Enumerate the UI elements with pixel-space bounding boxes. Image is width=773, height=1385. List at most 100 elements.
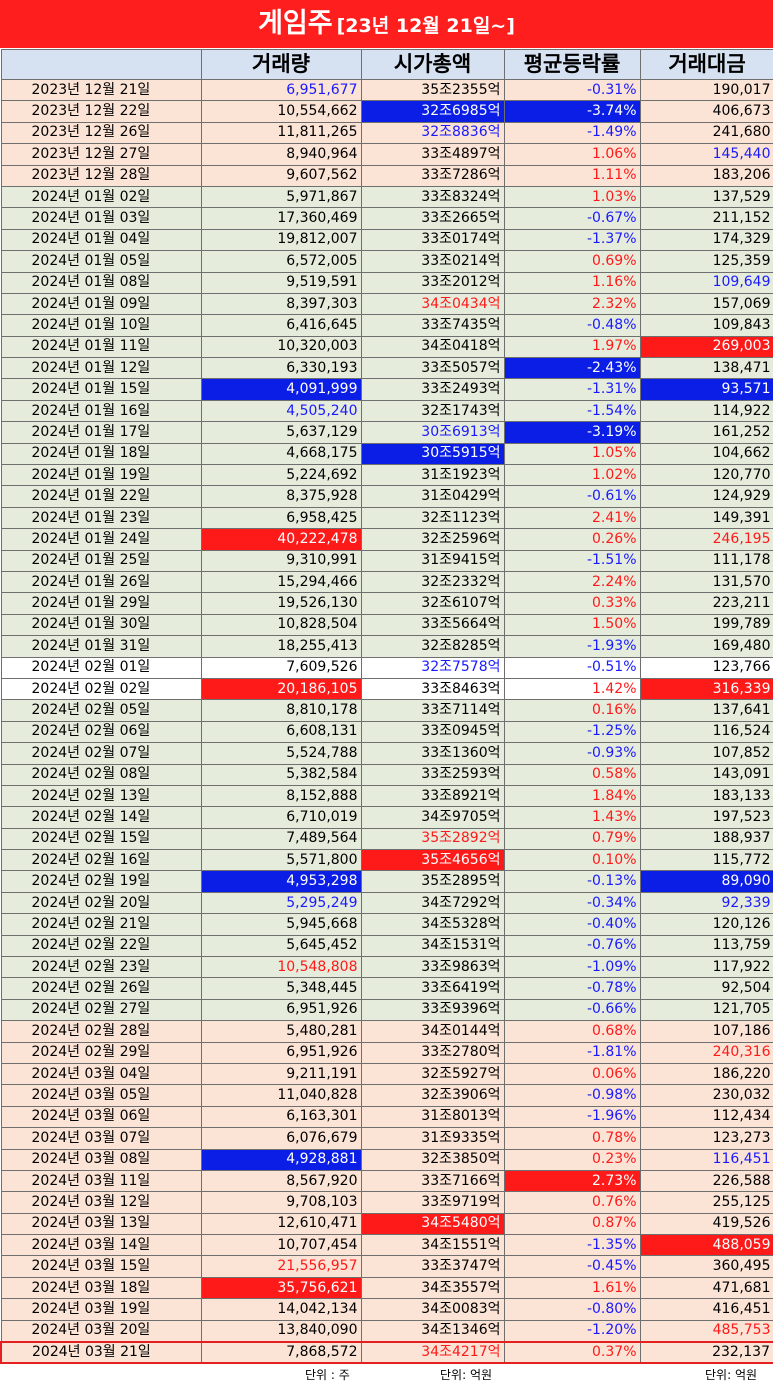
row-date: 2024년 03월 15일 [0,1255,202,1278]
row-trade-amount: 121,705 [639,998,773,1022]
row-volume: 40,222,478 [200,528,362,551]
row-date: 2024년 01월 09일 [0,292,202,316]
row-volume: 5,348,445 [200,977,362,1000]
row-trade-amount: 169,480 [639,635,773,658]
row-avg-change: -0.76% [503,934,641,958]
table-row: 2024년 02월 26일 5,348,445 33조6419억 -0.78% 92,5… [0,977,773,1000]
row-date: 2024년 02월 14일 [0,806,202,829]
table-row: 2024년 02월 22일 5,645,452 34조1531억 -0.76% 113,… [0,934,773,958]
header-row: 거래량 시가총액 평균등락률 거래대금 [0,49,773,80]
row-date: 2024년 01월 10일 [0,314,202,337]
row-trade-amount: 241,680 [639,121,773,145]
row-volume: 5,295,249 [200,891,362,915]
row-volume: 4,668,175 [200,442,362,466]
row-date: 2024년 03월 12일 [0,1191,202,1214]
row-trade-amount: 143,091 [639,763,773,786]
row-date: 2024년 01월 02일 [0,185,202,209]
table-row: 2024년 03월 12일 9,708,103 33조9719억 0.76% 255,1… [0,1191,773,1214]
row-date: 2024년 01월 29일 [0,592,202,615]
row-date: 2024년 02월 21일 [0,913,202,936]
row-avg-change: 2.73% [503,1169,641,1193]
row-trade-amount: 360,495 [639,1255,773,1278]
row-market-cap: 31조9335억 [360,1127,505,1150]
row-market-cap: 33조9396억 [360,998,505,1022]
row-trade-amount: 316,339 [639,677,773,701]
row-market-cap: 32조6107억 [360,592,505,615]
row-date: 2023년 12월 22일 [0,100,202,123]
table-row: 2024년 01월 22일 8,375,928 31조0429억 -0.61% 124,… [0,485,773,508]
row-volume: 21,556,957 [200,1255,362,1278]
row-trade-amount: 123,273 [639,1127,773,1150]
row-trade-amount: 137,641 [639,699,773,722]
row-date: 2024년 01월 26일 [0,570,202,594]
row-volume: 13,840,090 [200,1319,362,1343]
row-date: 2023년 12월 27일 [0,143,202,166]
row-volume: 9,607,562 [200,164,362,187]
row-avg-change: -0.61% [503,485,641,508]
row-market-cap: 34조4217억 [360,1340,505,1364]
row-volume: 11,040,828 [200,1084,362,1107]
row-volume: 5,224,692 [200,464,362,487]
row-date: 2024년 03월 19일 [0,1298,202,1321]
row-avg-change: 0.69% [503,250,641,273]
row-volume: 5,382,584 [200,763,362,786]
row-market-cap: 31조9415억 [360,549,505,572]
row-volume: 18,255,413 [200,635,362,658]
row-date: 2024년 01월 05일 [0,250,202,273]
table-row: 2024년 03월 19일 14,042,134 34조0083억 -0.80% 416… [0,1298,773,1321]
row-trade-amount: 109,649 [639,271,773,294]
row-avg-change: -1.35% [503,1234,641,1257]
table-row: 2024년 01월 19일 5,224,692 31조1923억 1.02% 120,7… [0,464,773,487]
row-trade-amount: 190,017 [639,78,773,102]
row-avg-change: -0.34% [503,891,641,915]
row-avg-change: 2.41% [503,506,641,530]
row-trade-amount: 223,211 [639,592,773,615]
row-avg-change: 0.58% [503,763,641,786]
row-volume: 10,828,504 [200,613,362,637]
row-volume: 5,637,129 [200,421,362,444]
row-market-cap: 30조5915억 [360,442,505,466]
row-trade-amount: 92,339 [639,891,773,915]
row-market-cap: 33조5664억 [360,613,505,637]
row-trade-amount: 199,789 [639,613,773,637]
table-row: 2024년 03월 15일 21,556,957 33조3747억 -0.45% 360… [0,1255,773,1278]
row-avg-change: -1.25% [503,720,641,744]
row-trade-amount: 419,526 [639,1212,773,1236]
row-market-cap: 33조8324억 [360,185,505,209]
table-row: 2024년 01월 11일 10,320,003 34조0418억 1.97% 269,… [0,335,773,359]
row-volume: 14,042,134 [200,1298,362,1321]
row-volume: 19,812,007 [200,228,362,252]
row-market-cap: 33조0945억 [360,720,505,744]
row-avg-change: -0.67% [503,207,641,230]
table-row: 2024년 02월 07일 5,524,788 33조1360억 -0.93% 107,… [0,742,773,765]
row-volume: 6,951,926 [200,1041,362,1064]
row-date: 2024년 01월 08일 [0,271,202,294]
row-date: 2024년 01월 17일 [0,421,202,444]
row-trade-amount: 183,206 [639,164,773,187]
row-volume: 11,811,265 [200,121,362,145]
row-avg-change: 1.43% [503,806,641,829]
row-market-cap: 34조1531억 [360,934,505,958]
row-trade-amount: 107,852 [639,742,773,765]
row-trade-amount: 125,359 [639,250,773,273]
table-row: 2024년 01월 02일 5,971,867 33조8324억 1.03% 137,5… [0,185,773,209]
row-volume: 9,310,991 [200,549,362,572]
row-market-cap: 32조5927억 [360,1062,505,1086]
row-market-cap: 34조0418억 [360,335,505,359]
table-row: 2024년 03월 21일 7,868,572 34조4217억 0.37% 232,1… [0,1340,773,1364]
row-market-cap: 34조0434억 [360,292,505,316]
row-avg-change: -1.54% [503,399,641,423]
row-market-cap: 35조2355억 [360,78,505,102]
row-volume: 5,645,452 [200,934,362,958]
row-volume: 9,519,591 [200,271,362,294]
row-trade-amount: 269,003 [639,335,773,359]
row-market-cap: 34조0144억 [360,1020,505,1043]
row-volume: 17,360,469 [200,207,362,230]
table-row: 2024년 02월 19일 4,953,298 35조2895억 -0.13% 89,0… [0,870,773,893]
table-row: 2024년 01월 04일 19,812,007 33조0174억 -1.37% 174… [0,228,773,252]
row-volume: 6,958,425 [200,506,362,530]
row-trade-amount: 157,069 [639,292,773,316]
row-market-cap: 34조5328억 [360,913,505,936]
row-volume: 6,951,926 [200,998,362,1022]
row-market-cap: 30조6913억 [360,421,505,444]
